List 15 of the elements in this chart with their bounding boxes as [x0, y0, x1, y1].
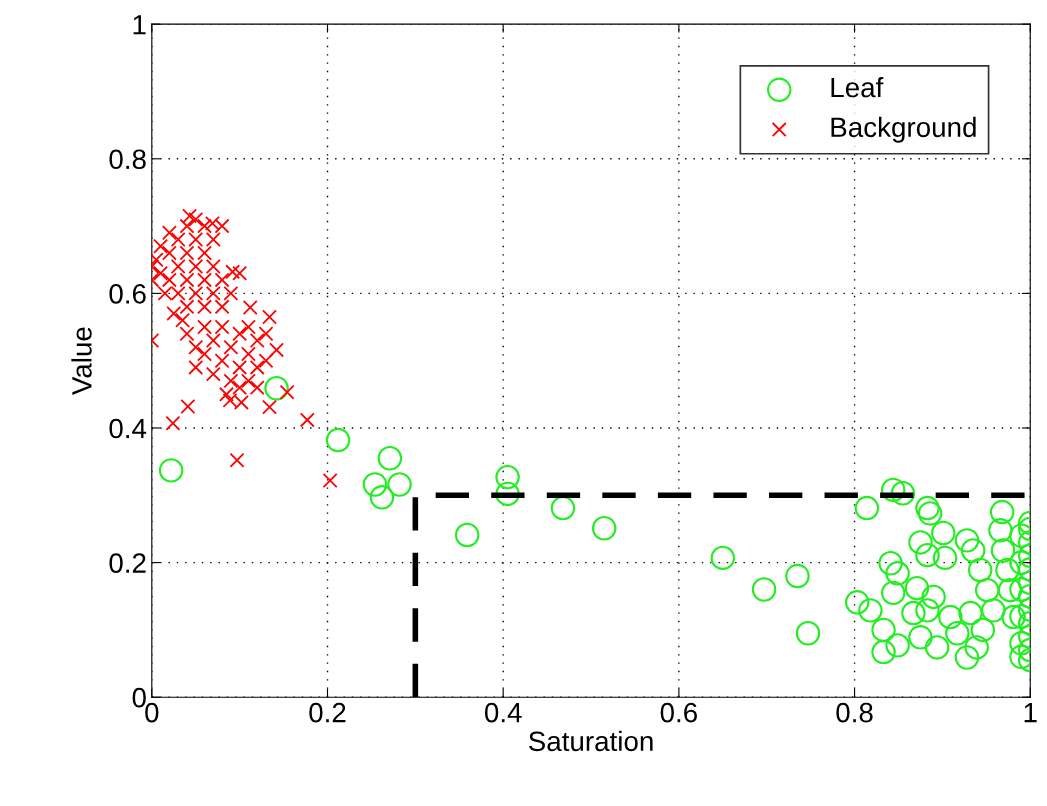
- y-axis-title: Value: [71, 327, 92, 396]
- y-tick-label: 0: [132, 687, 146, 708]
- y-tick-label: 0.6: [109, 284, 146, 304]
- y-tick-label: 0.2: [109, 553, 146, 573]
- x-tick-label: 0.6: [660, 702, 697, 723]
- x-tick-label: 0.4: [484, 702, 522, 723]
- x-tick-label: 0.2: [309, 702, 346, 723]
- x-tick-label: 1: [1024, 703, 1037, 723]
- x-axis-title: Saturation: [528, 730, 653, 752]
- y-tick-label: 1: [133, 15, 146, 35]
- y-tick-label: 0.4: [109, 418, 147, 439]
- x-tick-label: 0.8: [836, 702, 873, 723]
- legend-label: Background: [831, 116, 976, 143]
- y-tick-label: 0.8: [109, 149, 146, 170]
- legend-label: Leaf: [831, 76, 884, 98]
